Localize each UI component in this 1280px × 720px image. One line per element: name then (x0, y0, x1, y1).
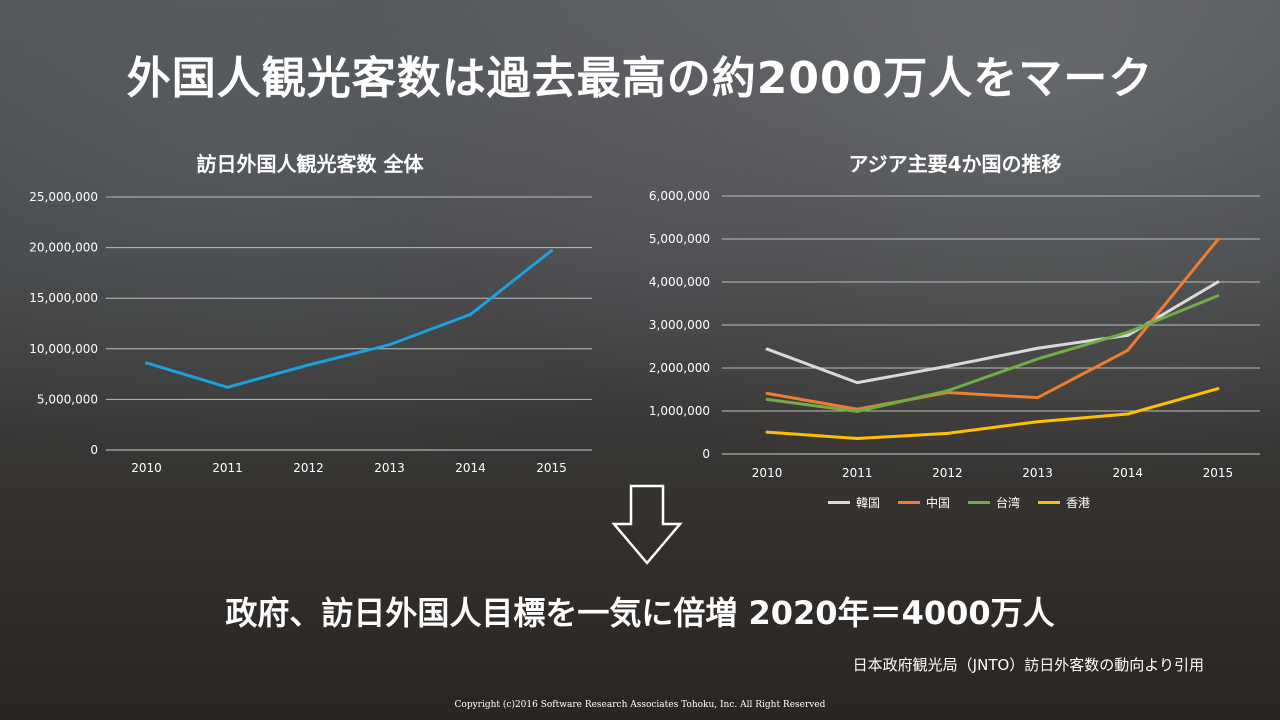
y-tick-label: 4,000,000 (649, 275, 710, 289)
data-point (855, 437, 859, 441)
y-tick-label: 5,000,000 (37, 392, 98, 406)
series-line-0 (146, 249, 553, 389)
legend-item: 中国 (898, 494, 950, 511)
legend-label: 香港 (1066, 496, 1091, 510)
legend-swatch (968, 501, 991, 504)
y-tick-label: 1,000,000 (649, 404, 710, 418)
legend-item: 韓国 (828, 494, 880, 511)
x-tick-label: 2011 (842, 466, 873, 480)
legend-swatch (828, 501, 850, 504)
chart1-title: 訪日外国人観光客数 全体 (196, 152, 424, 176)
data-point (1036, 420, 1040, 424)
data-point (1216, 280, 1220, 284)
x-tick-label: 2014 (1112, 466, 1143, 480)
data-point (1126, 333, 1130, 337)
chart-total-visitors: 0 5,000,000 10,000,000 15,000,000 20,000,000… (29, 190, 592, 475)
data-point (307, 363, 310, 367)
data-point (1126, 348, 1130, 352)
legend-swatch (898, 501, 921, 504)
chart2-legend: 韓国 中国 台湾 香港 (828, 494, 1090, 511)
y-tick-label: 0 (702, 447, 710, 461)
down-arrow-icon (611, 484, 683, 565)
x-tick-label: 2010 (131, 461, 162, 475)
data-point (945, 389, 949, 393)
y-tick-label: 6,000,000 (649, 189, 710, 203)
data-point (550, 249, 553, 253)
x-tick-label: 2015 (536, 461, 567, 475)
y-tick-label: 15,000,000 (29, 291, 98, 305)
legend-label: 中国 (926, 496, 951, 510)
goal-statement: 政府、訪日外国人目標を一気に倍増 2020年＝4000万人 (225, 594, 1055, 632)
y-tick-label: 2,000,000 (649, 361, 710, 375)
data-point (855, 381, 859, 385)
data-point (1216, 237, 1220, 241)
y-tick-label: 3,000,000 (649, 318, 710, 332)
legend-label: 台湾 (996, 496, 1021, 510)
data-point (1036, 357, 1040, 361)
x-tick-label: 2013 (374, 461, 405, 475)
y-tick-label: 0 (90, 443, 98, 457)
data-point (469, 312, 472, 316)
copyright: Copyright (c)2016 Software Research Asso… (454, 700, 826, 710)
data-point (1126, 330, 1130, 334)
x-tick-label: 2012 (293, 461, 324, 475)
legend-item: 香港 (1038, 494, 1090, 511)
data-point (388, 343, 391, 347)
chart2-title: アジア主要4か国の推移 (848, 152, 1062, 176)
y-tick-label: 20,000,000 (29, 241, 98, 255)
data-point (765, 397, 769, 401)
legend-item: 台湾 (968, 494, 1020, 511)
data-point (765, 391, 769, 395)
data-point (1036, 396, 1040, 400)
chart-asia-four: 0 1,000,000 2,000,000 3,000,000 4,000,000 5,0… (649, 189, 1260, 480)
x-tick-label: 2010 (752, 466, 783, 480)
source-citation: 日本政府観光局（JNTO）訪日外客数の動向より引用 (852, 656, 1204, 674)
y-tick-label: 10,000,000 (29, 342, 98, 356)
legend-label: 韓国 (856, 496, 881, 510)
data-point (1216, 387, 1220, 391)
y-tick-label: 25,000,000 (29, 190, 98, 204)
series-line-1 (766, 238, 1220, 411)
data-point (765, 430, 769, 434)
data-point (1216, 294, 1220, 298)
data-point (945, 364, 949, 368)
x-tick-label: 2014 (455, 461, 486, 475)
data-point (145, 361, 148, 365)
data-point (855, 409, 859, 413)
slide-title: 外国人観光客数は過去最高の約2000万人をマーク (126, 53, 1154, 104)
x-tick-label: 2012 (932, 466, 963, 480)
data-point (1036, 346, 1040, 350)
series-line-3 (766, 387, 1219, 441)
x-tick-label: 2013 (1022, 466, 1053, 480)
data-point (945, 431, 949, 435)
data-point (226, 385, 229, 389)
x-tick-label: 2015 (1203, 466, 1234, 480)
series-line-2 (766, 294, 1219, 413)
data-point (765, 347, 769, 351)
x-tick-label: 2011 (212, 461, 243, 475)
data-point (1126, 412, 1130, 416)
y-tick-label: 5,000,000 (649, 232, 710, 246)
legend-swatch (1038, 501, 1061, 504)
